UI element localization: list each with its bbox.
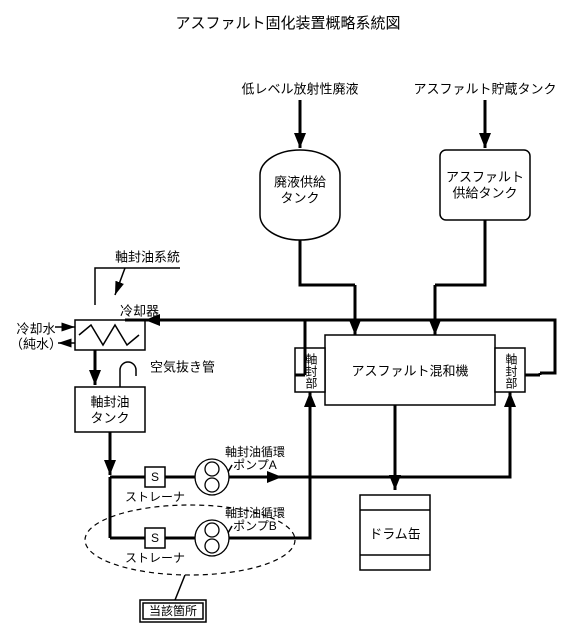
waste-tank-label-1: 廃液供給	[274, 174, 326, 189]
target-outline	[85, 505, 295, 575]
pump-b	[195, 520, 229, 556]
seal-system-bracket	[95, 268, 180, 305]
cool-water-l1: 冷却水	[16, 321, 55, 336]
air-vent-label: 空気抜き管	[150, 359, 215, 374]
strainer-a-s: S	[151, 470, 159, 484]
seal-system-label: 軸封油系統	[115, 249, 180, 264]
mixer-label: アスファルト混和機	[351, 363, 468, 378]
label-input-waste: 低レベル放射性廃液	[241, 81, 358, 96]
cooler	[75, 320, 145, 350]
target-label: 当該箇所	[149, 603, 197, 618]
strainer-a-label: ストレーナ	[125, 490, 185, 504]
pump-a-l2: ポンプA	[233, 458, 277, 472]
cooler-label: 冷却器	[120, 303, 159, 318]
seal-system-pointer	[115, 268, 125, 295]
pump-b-l2: ポンプB	[233, 519, 277, 533]
label-input-asphalt: アスファルト貯蔵タンク	[413, 81, 556, 96]
pump-b-leader	[228, 526, 232, 533]
seal-oil-tank-l2: タンク	[90, 410, 129, 425]
pipe-waste-to-mixer	[300, 240, 355, 285]
cool-water-l2: （純水）	[10, 336, 62, 351]
air-vent-pipe	[120, 362, 136, 387]
target-leader	[175, 575, 185, 600]
diagram-title: アスファルト固化装置概略系統図	[175, 15, 400, 32]
pipe-asphalt-to-mixer	[435, 220, 485, 285]
pump-a-leader	[228, 465, 232, 472]
strainer-b-s: S	[151, 531, 159, 545]
asphalt-tank-label-1: アスファルト	[446, 169, 524, 184]
pump-a	[195, 459, 229, 495]
drum-label: ドラム缶	[369, 526, 421, 541]
supply-right	[310, 394, 510, 477]
pump-a-l1: 軸封油循環	[225, 445, 285, 459]
pump-b-l1: 軸封油循環	[225, 506, 285, 520]
strainer-b-label: ストレーナ	[125, 551, 185, 565]
waste-tank-label-2: タンク	[280, 190, 319, 205]
seal-oil-tank-l1: 軸封油	[90, 394, 129, 409]
seal-part-right-label: 軸封部	[504, 353, 518, 389]
asphalt-tank-label-2: 供給タンク	[452, 185, 517, 200]
